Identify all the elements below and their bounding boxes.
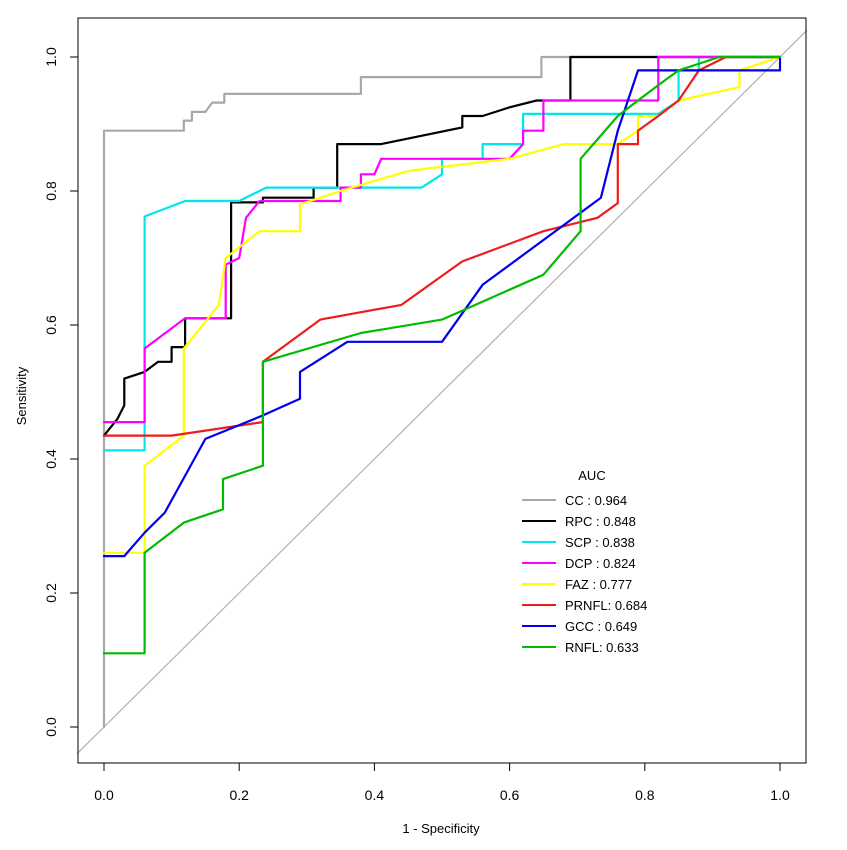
legend-label-scp: SCP : 0.838 xyxy=(565,535,635,550)
legend-label-prnfl: PRNFL: 0.684 xyxy=(565,598,647,613)
x-tick-label: 0.6 xyxy=(500,787,520,803)
legend-label-rnfl: RNFL: 0.633 xyxy=(565,640,639,655)
legend-title: AUC xyxy=(578,468,605,483)
roc-curve-dcp xyxy=(102,55,782,424)
roc-curve-gcc xyxy=(102,55,782,558)
legend-label-rpc: RPC : 0.848 xyxy=(565,514,636,529)
x-tick-label: 0.4 xyxy=(365,787,385,803)
y-tick-label: 0.4 xyxy=(43,449,59,469)
x-axis-title: 1 - Specificity xyxy=(402,821,480,836)
legend-label-gcc: GCC : 0.649 xyxy=(565,619,637,634)
x-tick-label: 1.0 xyxy=(770,787,790,803)
roc-curve-scp xyxy=(102,55,782,452)
y-axis-title: Sensitivity xyxy=(14,366,29,425)
series-layer xyxy=(102,55,782,729)
y-tick-label: 1.0 xyxy=(43,47,59,67)
x-tick-label: 0.0 xyxy=(94,787,114,803)
y-tick-label: 0.8 xyxy=(43,181,59,201)
y-tick-label: 0.6 xyxy=(43,315,59,335)
x-tick-label: 0.2 xyxy=(229,787,249,803)
roc-curve-rpc xyxy=(102,55,782,437)
x-tick-label: 0.8 xyxy=(635,787,655,803)
y-tick-label: 0.0 xyxy=(43,717,59,737)
legend-label-cc: CC : 0.964 xyxy=(565,493,627,508)
legend: AUC CC : 0.964 RPC : 0.848 SCP : 0.838 DCP … xyxy=(522,468,647,655)
roc-curve-rnfl xyxy=(102,55,782,655)
reference-diagonal xyxy=(76,29,808,755)
roc-curve-cc xyxy=(102,55,782,729)
reference-layer xyxy=(76,29,808,755)
legend-label-faz: FAZ : 0.777 xyxy=(565,577,632,592)
y-axis: 0.0 0.2 0.4 0.6 0.8 1.0 xyxy=(43,47,79,737)
x-axis: 0.0 0.2 0.4 0.6 0.8 1.0 xyxy=(94,762,790,803)
legend-label-dcp: DCP : 0.824 xyxy=(565,556,636,571)
y-tick-label: 0.2 xyxy=(43,583,59,603)
